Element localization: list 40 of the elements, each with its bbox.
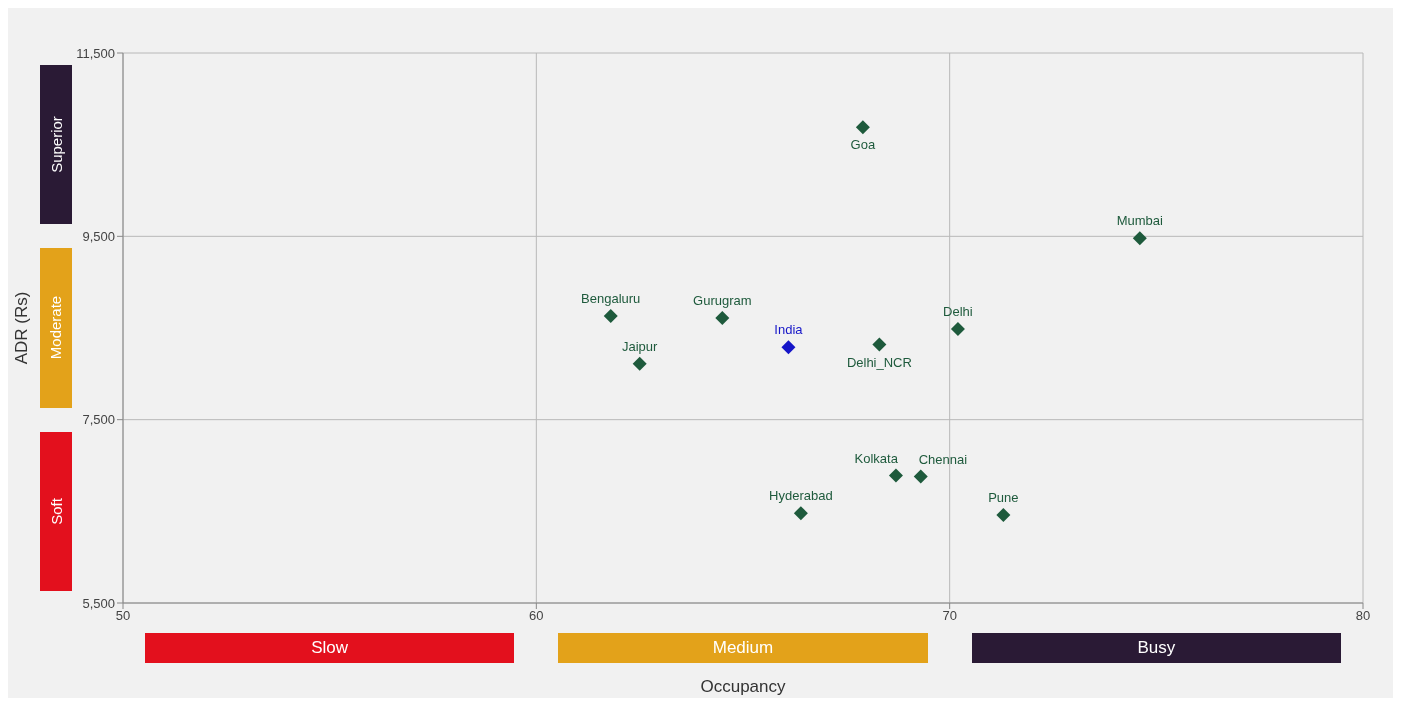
point xyxy=(913,469,928,484)
point xyxy=(715,310,730,325)
point xyxy=(1132,231,1147,246)
series-label: Bengaluru xyxy=(581,291,641,307)
y-axis-title: ADR (Rs) xyxy=(12,291,32,365)
series-label: Delhi xyxy=(943,303,973,319)
series-label: India xyxy=(774,322,804,338)
series-label: Kolkata xyxy=(854,450,899,466)
text: Superior xyxy=(47,116,65,174)
series-label: Chennai xyxy=(918,451,968,467)
text: Moderate xyxy=(47,296,65,360)
y-tick-label: 11,500 xyxy=(76,45,115,61)
series-label: Jaipur xyxy=(621,338,659,354)
x-tick-label: 50 xyxy=(115,608,131,624)
x-tick-label: 80 xyxy=(1355,608,1371,624)
point xyxy=(632,356,647,371)
y-tick-label: 7,500 xyxy=(82,412,115,428)
point xyxy=(793,506,808,521)
text: Medium xyxy=(558,633,928,663)
series-label: Mumbai xyxy=(1116,213,1164,229)
point xyxy=(872,337,887,352)
x-tick-label: 60 xyxy=(529,608,544,624)
y-tick-label: 9,500 xyxy=(82,228,115,244)
text: Busy xyxy=(971,633,1341,663)
text: Slow xyxy=(145,633,515,663)
point xyxy=(855,120,870,135)
series-label: Gurugram xyxy=(693,292,752,308)
series-label: Pune xyxy=(988,490,1019,505)
series-label: Hyderabad xyxy=(769,488,833,504)
text: Soft xyxy=(47,497,65,525)
point xyxy=(888,468,903,483)
x-axis-title: Occupancy xyxy=(700,677,787,696)
series-label: Goa xyxy=(850,137,876,153)
y-tick-label: 5,500 xyxy=(82,595,115,611)
series-label: Delhi_NCR xyxy=(846,354,912,370)
point xyxy=(950,321,965,336)
x-tick-label: 70 xyxy=(942,608,957,624)
point xyxy=(781,340,796,355)
point xyxy=(603,309,618,324)
point xyxy=(996,508,1011,522)
